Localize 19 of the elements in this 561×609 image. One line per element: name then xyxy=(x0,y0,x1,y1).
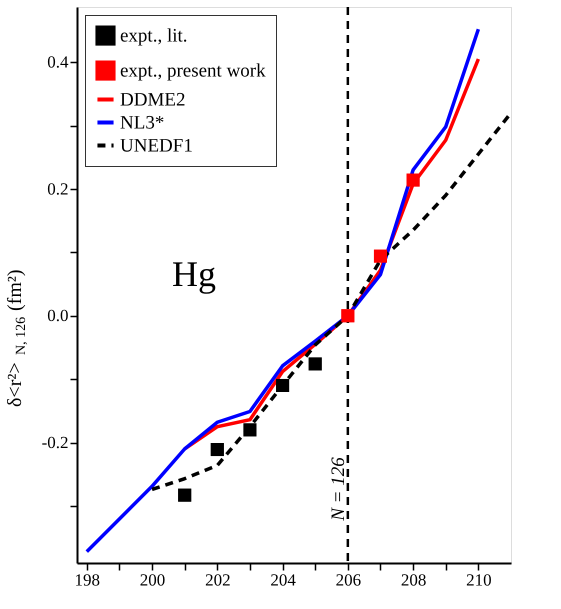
x-tick-label: 210 xyxy=(466,570,492,590)
x-tick-label: 202 xyxy=(205,570,231,590)
legend-label: UNEDF1 xyxy=(120,136,193,156)
legend-label: NL3* xyxy=(120,112,164,134)
x-tick-label: 208 xyxy=(400,570,426,590)
legend-label: expt., lit. xyxy=(120,26,188,46)
y-tick-label: 0.2 xyxy=(47,179,68,198)
legend-label: expt., present work xyxy=(120,60,266,82)
y-tick-label: 0.0 xyxy=(47,306,68,326)
x-tick-label: 198 xyxy=(74,570,100,590)
x-tick-label: 200 xyxy=(140,570,166,590)
y-axis-title: δ<r²>N, 126 (fm²) xyxy=(4,269,29,407)
y-tick-label: -0.2 xyxy=(42,433,68,452)
x-tick-label: 204 xyxy=(270,570,296,590)
annotation: Hg xyxy=(172,254,216,294)
legend-label: DDME2 xyxy=(120,90,186,110)
y-tick-label: 0.4 xyxy=(47,52,69,72)
annotation: N = 126 xyxy=(328,456,349,522)
x-tick-label: 206 xyxy=(336,570,362,590)
